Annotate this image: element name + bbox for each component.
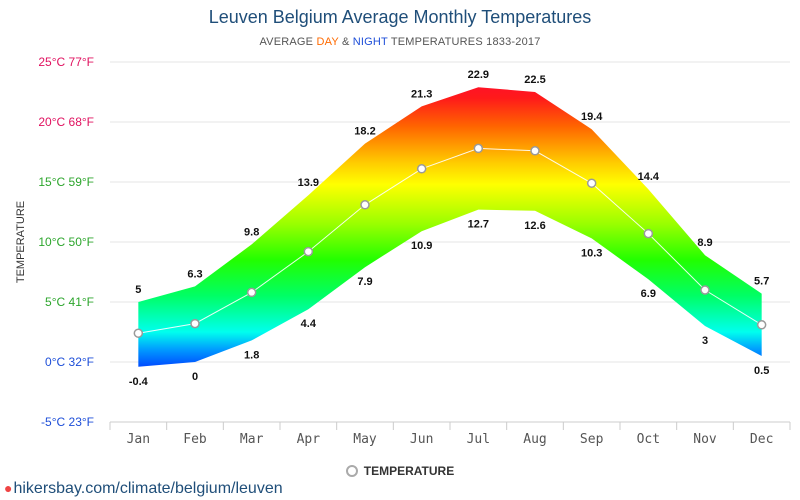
x-tick-label: Jul: [467, 432, 490, 447]
x-tick-label: Jan: [127, 432, 150, 447]
average-point: [190, 318, 200, 329]
day-value-label: 22.9: [468, 69, 489, 81]
day-value-label: 21.3: [411, 88, 432, 100]
y-tick-label: 0°C 32°F: [45, 355, 94, 369]
y-tick-label: 25°C 77°F: [38, 55, 94, 69]
average-point: [416, 164, 427, 174]
average-point: [133, 328, 144, 338]
x-tick-label: Sep: [580, 432, 604, 447]
average-point: [360, 200, 370, 210]
legend-marker-icon: [345, 465, 358, 477]
day-value-label: 14.4: [638, 171, 660, 183]
day-value-label: 6.3: [187, 268, 202, 280]
average-point: [246, 287, 257, 298]
night-value-label: 12.6: [524, 220, 545, 232]
average-point: [303, 246, 314, 257]
average-line: [138, 147, 762, 334]
night-value-label: 0: [192, 371, 198, 383]
x-tick-label: Dec: [750, 432, 773, 447]
night-value-label: 6.9: [641, 288, 656, 300]
x-tick-label: Apr: [297, 432, 321, 447]
day-value-label: 19.4: [581, 111, 603, 123]
night-value-label: -0.4: [129, 376, 149, 388]
chart-title: Leuven Belgium Average Monthly Temperatu…: [208, 7, 592, 27]
legend[interactable]: TEMPERATURE: [0, 464, 800, 478]
night-value-label: 7.9: [357, 276, 372, 288]
night-value-label: 12.7: [468, 219, 489, 231]
average-point: [700, 285, 710, 295]
day-value-label: 8.9: [697, 237, 712, 249]
x-tick-label: Jun: [410, 432, 433, 447]
x-tick-label: Feb: [183, 432, 207, 447]
night-value-label: 3: [702, 335, 708, 347]
map-pin-icon: ●: [4, 480, 13, 496]
y-tick-label: 5°C 41°F: [45, 295, 94, 309]
day-value-label: 13.9: [298, 177, 319, 189]
average-point: [643, 228, 654, 239]
x-tick-label: Aug: [523, 432, 546, 447]
average-point: [530, 146, 540, 156]
x-axis: Jan Feb Mar Apr May Jun Jul Aug Sep Oct Nov Dec: [109, 421, 791, 447]
day-value-label: 5: [135, 284, 141, 296]
night-value-label: 10.3: [581, 247, 602, 259]
y-tick-label: 15°C 59°F: [38, 175, 94, 189]
legend-label: TEMPERATURE: [363, 464, 455, 478]
y-axis-label: TEMPERATURE: [15, 201, 27, 283]
average-point: [586, 178, 597, 188]
y-tick-label: 20°C 68°F: [38, 115, 94, 129]
subtitle-prefix: AVERAGE: [259, 36, 317, 48]
subtitle-suffix: TEMPERATURES 1833-2017: [387, 36, 541, 48]
day-value-label: 18.2: [354, 126, 375, 138]
day-value-label: 22.5: [524, 74, 545, 86]
average-point: [756, 320, 767, 330]
subtitle-middle: &: [338, 36, 353, 48]
day-value-label: 9.8: [244, 226, 259, 238]
average-point: [473, 143, 484, 154]
x-tick-label: Mar: [240, 432, 264, 447]
y-axis-ticks: 25°C 77°F 20°C 68°F 15°C 59°F 10°C 50°F 5°C …: [38, 55, 94, 429]
temperature-chart: 25°C 77°F 20°C 68°F 15°C 59°F 10°C 50°F 5°C …: [15, 55, 791, 447]
source-link[interactable]: ●hikersbay.com/climate/belgium/leuven: [4, 480, 283, 498]
x-tick-label: Nov: [693, 432, 717, 447]
night-value-label: 1.8: [244, 349, 259, 361]
night-value-label: 4.4: [301, 318, 317, 330]
y-tick-label: -5°C 23°F: [41, 415, 94, 429]
chart-subtitle: AVERAGE DAY & NIGHT TEMPERATURES 1833-20…: [0, 36, 800, 48]
day-value-label: 5.7: [754, 276, 769, 288]
source-url: hikersbay.com/climate/belgium/leuven: [13, 480, 283, 497]
x-tick-label: Oct: [637, 432, 660, 447]
night-value-label: 10.9: [411, 240, 432, 252]
night-value-label: 0.5: [754, 365, 769, 377]
day-night-range-band: [138, 87, 762, 367]
subtitle-night: NIGHT: [352, 36, 388, 48]
x-tick-label: May: [353, 432, 377, 447]
data-labels: 5 6.3 9.8 13.9 18.2 21.3 22.9 22.5 19.4 14.4 8.9 5.…: [129, 69, 769, 388]
average-series: [133, 143, 767, 338]
subtitle-day: DAY: [316, 36, 339, 48]
y-tick-label: 10°C 50°F: [38, 235, 94, 249]
